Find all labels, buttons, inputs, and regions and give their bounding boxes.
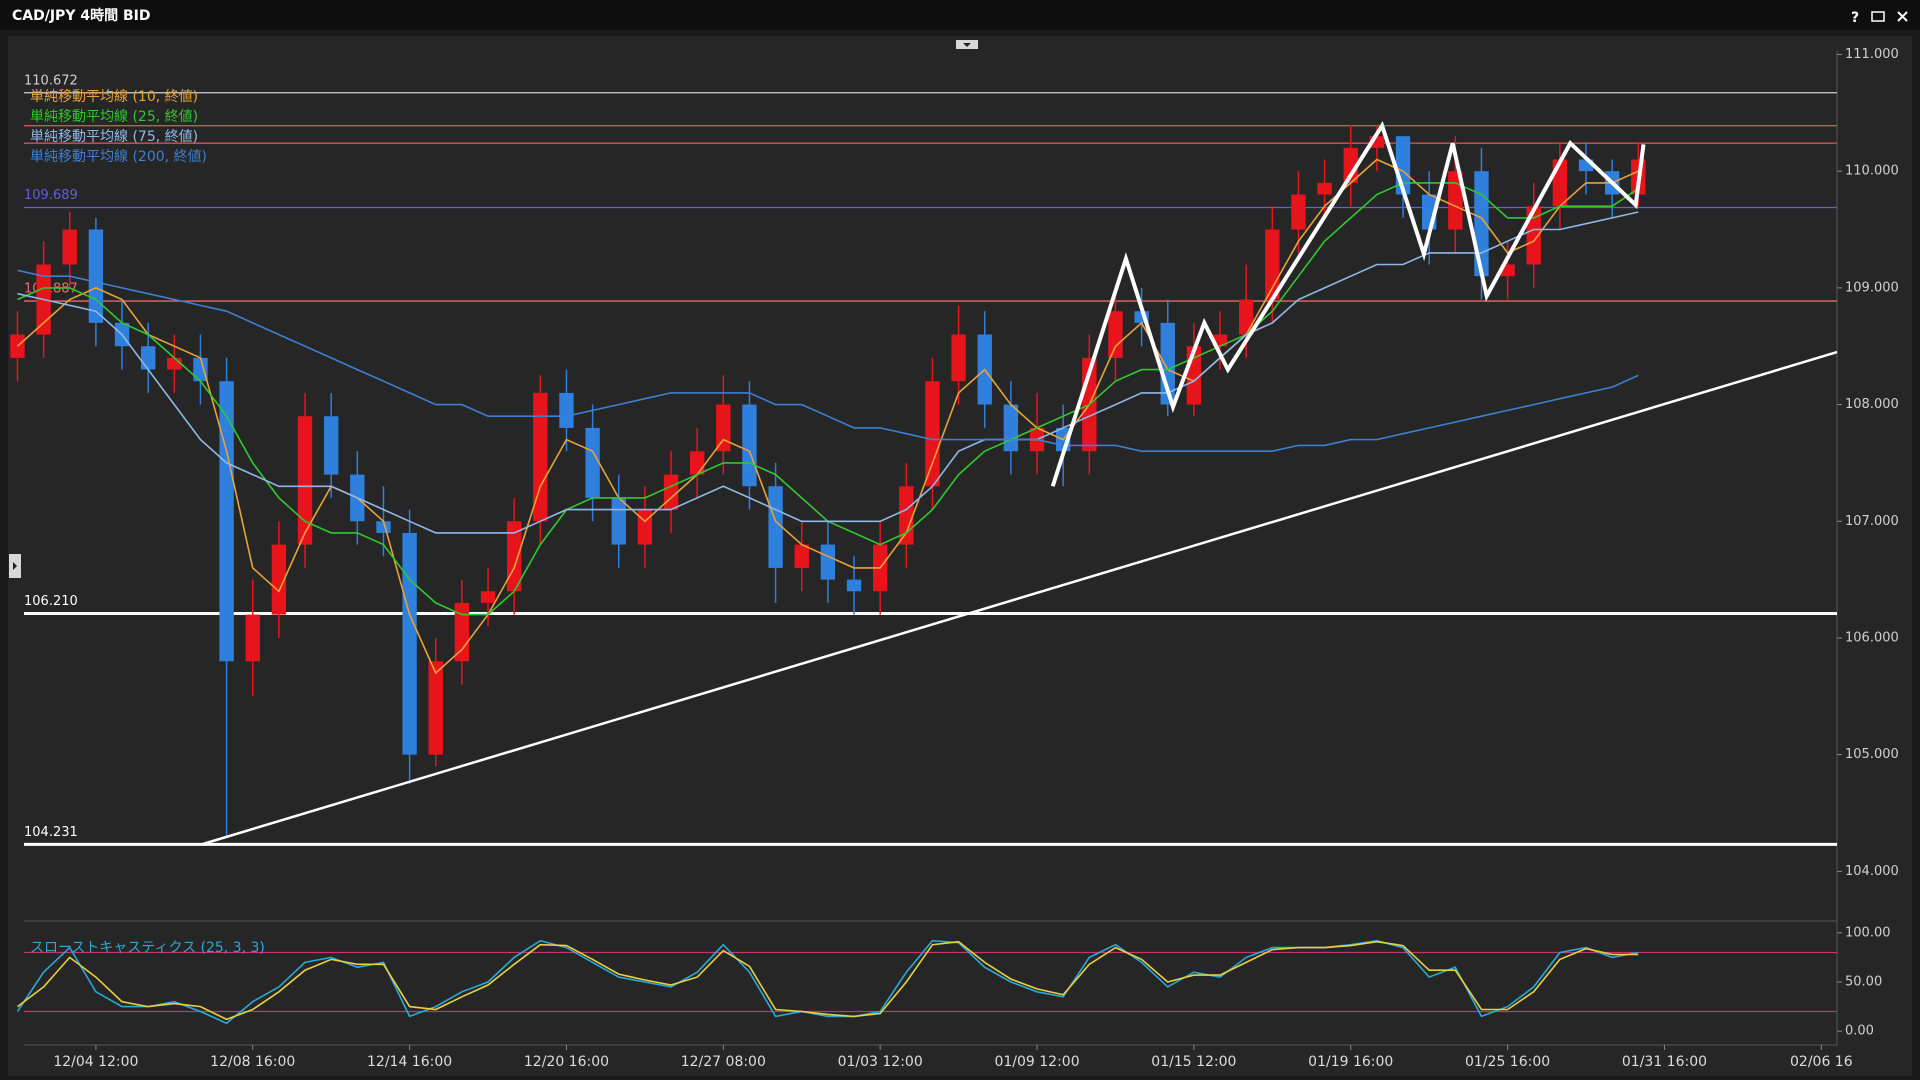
- candle-body: [559, 392, 574, 428]
- x-tick-label: 01/15 12:00: [1151, 1054, 1236, 1070]
- y-tick-label: 100.00: [1845, 925, 1891, 940]
- candle-body: [925, 381, 940, 487]
- x-tick-label: 01/09 12:00: [994, 1054, 1079, 1070]
- chart-area: [8, 36, 1912, 1076]
- candle-body: [271, 544, 287, 615]
- candle-body: [88, 229, 104, 323]
- x-tick-label: 12/27 08:00: [681, 1054, 766, 1070]
- x-tick-label: 12/20 16:00: [524, 1054, 609, 1070]
- level-label: 104.231: [24, 825, 78, 840]
- close-button[interactable]: [1897, 11, 1908, 22]
- side-arrow: [13, 562, 17, 570]
- candle-body: [1134, 311, 1149, 323]
- candle-body: [689, 451, 705, 475]
- y-tick-label: 106.000: [1845, 630, 1899, 645]
- panel-title: スローストキャスティクス (25, 3, 3): [30, 940, 265, 956]
- candle-body: [428, 661, 443, 755]
- candle-body: [742, 404, 757, 487]
- y-tick-label: 0.00: [1845, 1024, 1874, 1039]
- candle-body: [585, 427, 600, 498]
- legend-entry: 単純移動平均線 (200, 終値): [30, 149, 207, 165]
- y-tick-label: 107.000: [1845, 514, 1899, 529]
- candle-body: [1238, 299, 1254, 335]
- candle-body: [768, 486, 783, 568]
- legend-entry: 単純移動平均線 (25, 終値): [30, 109, 198, 125]
- trend-line: [200, 350, 1838, 846]
- y-tick-label: 104.000: [1845, 864, 1899, 879]
- y-tick-label: 109.000: [1845, 280, 1899, 295]
- candle-body: [611, 497, 626, 545]
- y-tick-label: 108.000: [1845, 397, 1899, 412]
- candle-body: [193, 357, 208, 382]
- candle-body: [1317, 182, 1332, 195]
- candle-body: [637, 509, 653, 545]
- candle-body: [1003, 404, 1019, 452]
- candle-body: [1343, 147, 1358, 183]
- candle-body: [1448, 171, 1463, 230]
- candle-body: [1552, 159, 1568, 207]
- help-button[interactable]: ?: [1851, 10, 1859, 26]
- candle-body: [1526, 206, 1541, 265]
- candle-body: [480, 591, 496, 603]
- x-tick-label: 02/06 16: [1790, 1054, 1853, 1070]
- series-line: [17, 269, 1639, 452]
- title-bar: [0, 0, 1920, 30]
- candle-body: [323, 416, 339, 475]
- candle-body: [140, 346, 156, 370]
- x-tick-label: 01/19 16:00: [1308, 1054, 1393, 1070]
- series-line: [17, 940, 1639, 1021]
- candle-body: [10, 334, 25, 358]
- candle-body: [297, 416, 313, 545]
- candle-body: [402, 532, 417, 755]
- level-label: 106.210: [24, 594, 78, 609]
- candle-body: [951, 334, 966, 382]
- candle-body: [1369, 136, 1385, 148]
- candle-body: [245, 614, 260, 662]
- level-label: 110.672: [24, 73, 78, 88]
- x-tick-label: 12/08 16:00: [210, 1054, 295, 1070]
- y-tick-label: 50.00: [1845, 975, 1882, 990]
- y-tick-label: 111.000: [1845, 47, 1899, 62]
- candle-body: [533, 392, 548, 522]
- candle-body: [1500, 264, 1515, 277]
- candle-body: [62, 229, 77, 265]
- y-tick-label: 110.000: [1845, 164, 1899, 179]
- y-tick-label: 105.000: [1845, 747, 1899, 762]
- candle-body: [167, 357, 182, 370]
- candle-body: [1291, 194, 1306, 230]
- x-tick-label: 01/31 16:00: [1622, 1054, 1707, 1070]
- candle-body: [454, 602, 470, 662]
- maximize-button[interactable]: [1871, 11, 1885, 22]
- candle-body: [716, 404, 731, 452]
- zigzag-drawing: [1050, 121, 1646, 487]
- x-tick-label: 12/14 16:00: [367, 1054, 452, 1070]
- candle-body: [1108, 311, 1123, 358]
- x-tick-label: 01/03 12:00: [838, 1054, 923, 1070]
- candle-body: [1212, 334, 1228, 347]
- level-label: 109.689: [24, 188, 78, 203]
- candle-body: [846, 579, 862, 592]
- legend-entry: 単純移動平均線 (10, 終値): [30, 89, 198, 105]
- legend-entry: 単純移動平均線 (75, 終値): [30, 129, 198, 145]
- series-line: [16, 939, 1639, 1025]
- toggle-arrow: [963, 43, 971, 47]
- candle-body: [376, 521, 391, 533]
- x-tick-label: 01/25 16:00: [1465, 1054, 1550, 1070]
- series-line: [17, 211, 1639, 534]
- candle-body: [794, 544, 809, 568]
- candle-body: [663, 474, 679, 510]
- candle-body: [219, 381, 234, 662]
- x-tick-label: 12/04 12:00: [53, 1054, 138, 1070]
- window-title: CAD/JPY 4時間 BID: [12, 7, 150, 24]
- candle-body: [1578, 159, 1594, 172]
- series-line: [16, 158, 1639, 675]
- candle-body: [820, 544, 836, 580]
